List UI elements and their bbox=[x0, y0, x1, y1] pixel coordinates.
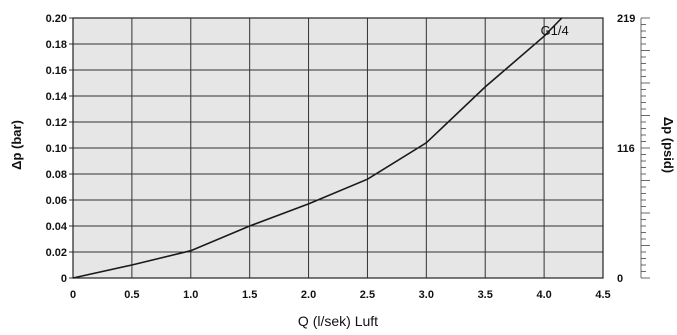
y-tick-label: 0.04 bbox=[46, 221, 68, 233]
x-tick-label: 0 bbox=[70, 289, 76, 301]
y-tick-label: 0.20 bbox=[46, 13, 67, 25]
y-tick-label: 0.16 bbox=[46, 65, 67, 77]
right-axis-minor-ticks bbox=[640, 17, 650, 279]
y2-tick-labels: 0 116 219 bbox=[617, 13, 635, 285]
y-tick-label: 0 bbox=[61, 273, 67, 285]
y2-axis-title: Δp (psid) bbox=[661, 117, 676, 173]
y-tick-labels: 0 0.02 0.04 0.06 0.08 0.10 0.12 0.14 0.16 0.18 0.2… bbox=[46, 13, 68, 285]
y2-tick-label: 219 bbox=[617, 13, 635, 25]
y-tick-label: 0.02 bbox=[46, 247, 67, 259]
y-tick-label: 0.14 bbox=[46, 91, 68, 103]
x-tick-label: 2.5 bbox=[360, 289, 375, 301]
y-tick-label: 0.12 bbox=[46, 117, 67, 129]
x-tick-label: 3.5 bbox=[478, 289, 493, 301]
y-axis-title: Δp (bar) bbox=[9, 120, 24, 170]
y-tick-label: 0.08 bbox=[46, 169, 67, 181]
y-tick-label: 0.10 bbox=[46, 143, 67, 155]
plot-frame bbox=[72, 17, 604, 279]
x-tick-label: 1.0 bbox=[183, 289, 198, 301]
x-tick-label: 0.5 bbox=[124, 289, 139, 301]
y-tick-label: 0.06 bbox=[46, 195, 67, 207]
x-tick-label: 1.5 bbox=[242, 289, 257, 301]
x-tick-label: 2.0 bbox=[301, 289, 316, 301]
y2-tick-label: 116 bbox=[617, 143, 635, 155]
series-line bbox=[72, 17, 563, 279]
x-tick-label: 4.5 bbox=[595, 289, 610, 301]
y-tick-label: 0.18 bbox=[46, 39, 67, 51]
x-tick-labels: 0 0.5 1.0 1.5 2.0 2.5 3.0 3.5 4.0 4.5 bbox=[70, 289, 611, 301]
y2-tick-label: 0 bbox=[617, 273, 623, 285]
x-tick-label: 4.0 bbox=[536, 289, 551, 301]
series-annotation: G1/4 bbox=[541, 23, 569, 38]
x-axis-title: Q (l/sek) Luft bbox=[298, 313, 378, 329]
x-tick-label: 3.0 bbox=[419, 289, 434, 301]
